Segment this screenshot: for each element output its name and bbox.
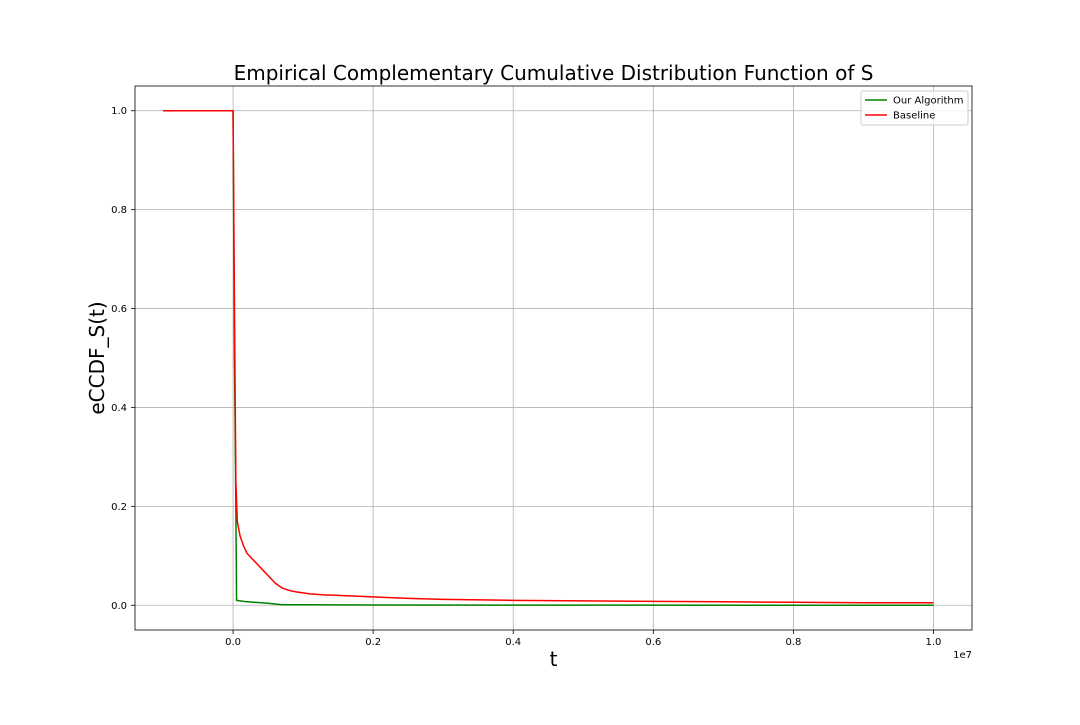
y-tick-label: 0.6 — [111, 304, 127, 315]
x-axis-label: t — [550, 647, 558, 671]
legend: Our Algorithm Baseline — [860, 90, 969, 126]
legend-label-baseline: Baseline — [893, 111, 935, 122]
axes-frame — [134, 85, 973, 631]
series-line-baseline — [163, 109, 934, 604]
grid-layer — [135, 86, 972, 630]
x-tick-label: 1.0 — [926, 637, 942, 648]
series-layer — [163, 109, 934, 607]
tick-layer: 0.0 0.2 0.4 0.6 0.8 1.0 0.0 0.2 0.4 0.6 0.8 1.0 — [111, 106, 941, 648]
y-tick-label: 0.4 — [111, 403, 127, 414]
x-tick-label: 0.2 — [365, 637, 381, 648]
x-tick-label: 0.0 — [225, 637, 241, 648]
x-axis-scale-label: 1e7 — [953, 650, 972, 661]
y-tick-label: 0.8 — [111, 205, 127, 216]
x-tick-label: 0.4 — [505, 637, 521, 648]
x-tick-label: 0.6 — [645, 637, 661, 648]
legend-box — [860, 90, 969, 126]
legend-label-our-algorithm: Our Algorithm — [893, 96, 963, 107]
y-tick-label: 1.0 — [111, 106, 127, 117]
y-axis-label: eCCDF_S(t) — [85, 301, 109, 414]
x-tick-label: 0.8 — [785, 637, 801, 648]
chart-title: Empirical Complementary Cumulative Distr… — [234, 61, 874, 85]
y-tick-label: 0.2 — [111, 502, 127, 513]
y-tick-label: 0.0 — [111, 601, 127, 612]
